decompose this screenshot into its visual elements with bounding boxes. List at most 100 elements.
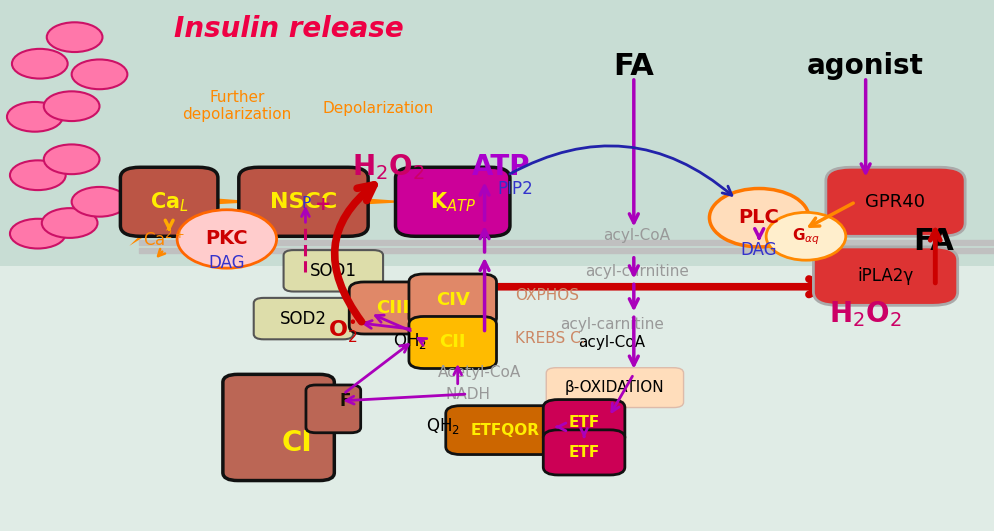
Text: OXPHOS: OXPHOS bbox=[515, 288, 579, 303]
Text: NADH: NADH bbox=[444, 387, 490, 402]
Circle shape bbox=[72, 187, 127, 217]
FancyArrowPatch shape bbox=[301, 209, 309, 222]
Text: iPLA2γ: iPLA2γ bbox=[857, 267, 912, 285]
FancyArrowPatch shape bbox=[353, 279, 824, 295]
Circle shape bbox=[42, 208, 97, 238]
Text: acyl-CoA: acyl-CoA bbox=[578, 335, 645, 350]
Text: ATP: ATP bbox=[472, 153, 530, 181]
Text: GPR40: GPR40 bbox=[865, 193, 924, 211]
FancyArrowPatch shape bbox=[629, 80, 637, 222]
Circle shape bbox=[7, 102, 63, 132]
Text: SOD2: SOD2 bbox=[279, 310, 327, 328]
FancyArrowPatch shape bbox=[364, 321, 410, 329]
Text: acyl-CoA: acyl-CoA bbox=[602, 228, 670, 243]
FancyBboxPatch shape bbox=[239, 167, 368, 236]
FancyBboxPatch shape bbox=[813, 247, 956, 305]
Ellipse shape bbox=[709, 189, 808, 247]
Text: K$_{ATP}$: K$_{ATP}$ bbox=[429, 190, 475, 213]
Text: SOD1: SOD1 bbox=[309, 262, 357, 280]
FancyArrowPatch shape bbox=[417, 338, 426, 346]
FancyArrowPatch shape bbox=[629, 258, 637, 275]
Text: PKC: PKC bbox=[206, 229, 248, 249]
FancyBboxPatch shape bbox=[409, 274, 496, 326]
Text: FA: FA bbox=[612, 52, 654, 81]
Text: acyl-carnitine: acyl-carnitine bbox=[584, 264, 688, 279]
FancyArrowPatch shape bbox=[453, 367, 461, 384]
FancyArrowPatch shape bbox=[509, 146, 732, 195]
Circle shape bbox=[47, 22, 102, 52]
FancyArrowPatch shape bbox=[480, 230, 488, 252]
Text: acyl-carnitine: acyl-carnitine bbox=[560, 318, 663, 332]
Text: H$_2$O$_2$: H$_2$O$_2$ bbox=[351, 152, 424, 182]
Text: F: F bbox=[339, 392, 351, 410]
FancyArrowPatch shape bbox=[629, 317, 637, 365]
FancyBboxPatch shape bbox=[283, 250, 383, 292]
FancyArrowPatch shape bbox=[375, 315, 410, 331]
FancyBboxPatch shape bbox=[543, 430, 624, 475]
Text: G$_{\alpha q}$: G$_{\alpha q}$ bbox=[791, 226, 819, 246]
Text: β-OXIDATION: β-OXIDATION bbox=[565, 380, 664, 395]
FancyBboxPatch shape bbox=[0, 266, 994, 531]
Text: ETFQOR: ETFQOR bbox=[470, 423, 540, 438]
Polygon shape bbox=[204, 198, 260, 205]
Bar bbox=[139, 240, 994, 245]
FancyBboxPatch shape bbox=[349, 282, 436, 334]
Text: KREBS C.: KREBS C. bbox=[515, 331, 585, 346]
FancyArrowPatch shape bbox=[861, 80, 869, 173]
Circle shape bbox=[72, 59, 127, 89]
Text: PIP2: PIP2 bbox=[497, 179, 533, 198]
Text: Further
depolarization: Further depolarization bbox=[182, 90, 291, 123]
Text: QH$_2$: QH$_2$ bbox=[393, 331, 426, 351]
Circle shape bbox=[44, 144, 99, 174]
FancyArrowPatch shape bbox=[165, 220, 173, 229]
Ellipse shape bbox=[765, 212, 845, 260]
Circle shape bbox=[10, 160, 66, 190]
FancyArrowPatch shape bbox=[754, 229, 762, 238]
Circle shape bbox=[44, 91, 99, 121]
Text: FA: FA bbox=[911, 227, 953, 256]
Text: P: P bbox=[301, 196, 311, 211]
Text: DAG: DAG bbox=[209, 254, 245, 272]
Polygon shape bbox=[353, 198, 413, 205]
Text: H$_2$O$_2$: H$_2$O$_2$ bbox=[828, 299, 902, 329]
Text: agonist: agonist bbox=[806, 53, 923, 80]
FancyArrowPatch shape bbox=[480, 262, 488, 331]
Text: QH$_2$: QH$_2$ bbox=[425, 416, 459, 436]
FancyBboxPatch shape bbox=[223, 374, 334, 481]
FancyBboxPatch shape bbox=[543, 400, 624, 445]
FancyArrowPatch shape bbox=[929, 230, 939, 283]
Text: Acetyl-CoA: Acetyl-CoA bbox=[437, 365, 521, 380]
FancyArrowPatch shape bbox=[480, 186, 488, 220]
FancyArrowPatch shape bbox=[580, 429, 586, 436]
Circle shape bbox=[12, 49, 68, 79]
FancyBboxPatch shape bbox=[120, 167, 218, 236]
Text: ETF: ETF bbox=[568, 445, 599, 460]
Text: CI: CI bbox=[281, 430, 311, 457]
Text: ETF: ETF bbox=[568, 415, 599, 430]
FancyBboxPatch shape bbox=[445, 406, 565, 455]
FancyBboxPatch shape bbox=[409, 316, 496, 369]
FancyArrowPatch shape bbox=[345, 345, 408, 392]
FancyArrowPatch shape bbox=[334, 185, 374, 322]
FancyBboxPatch shape bbox=[253, 298, 353, 339]
FancyArrowPatch shape bbox=[158, 249, 165, 256]
Bar bbox=[139, 248, 994, 253]
Text: Ca$_L$: Ca$_L$ bbox=[149, 190, 189, 213]
Text: PLC: PLC bbox=[738, 208, 779, 227]
FancyArrowPatch shape bbox=[557, 423, 566, 431]
Polygon shape bbox=[129, 225, 151, 246]
Circle shape bbox=[10, 219, 66, 249]
Text: CIII: CIII bbox=[376, 299, 410, 317]
Text: CII: CII bbox=[439, 333, 465, 352]
FancyArrowPatch shape bbox=[629, 284, 637, 307]
Text: Insulin release: Insulin release bbox=[174, 15, 404, 43]
Text: NSCC: NSCC bbox=[269, 192, 337, 212]
FancyBboxPatch shape bbox=[825, 167, 964, 236]
FancyBboxPatch shape bbox=[396, 167, 509, 236]
Text: DAG: DAG bbox=[741, 241, 776, 259]
Text: CIV: CIV bbox=[435, 291, 469, 309]
FancyBboxPatch shape bbox=[546, 367, 683, 408]
Text: +: + bbox=[315, 195, 331, 215]
Ellipse shape bbox=[177, 210, 276, 268]
FancyArrowPatch shape bbox=[611, 376, 632, 412]
